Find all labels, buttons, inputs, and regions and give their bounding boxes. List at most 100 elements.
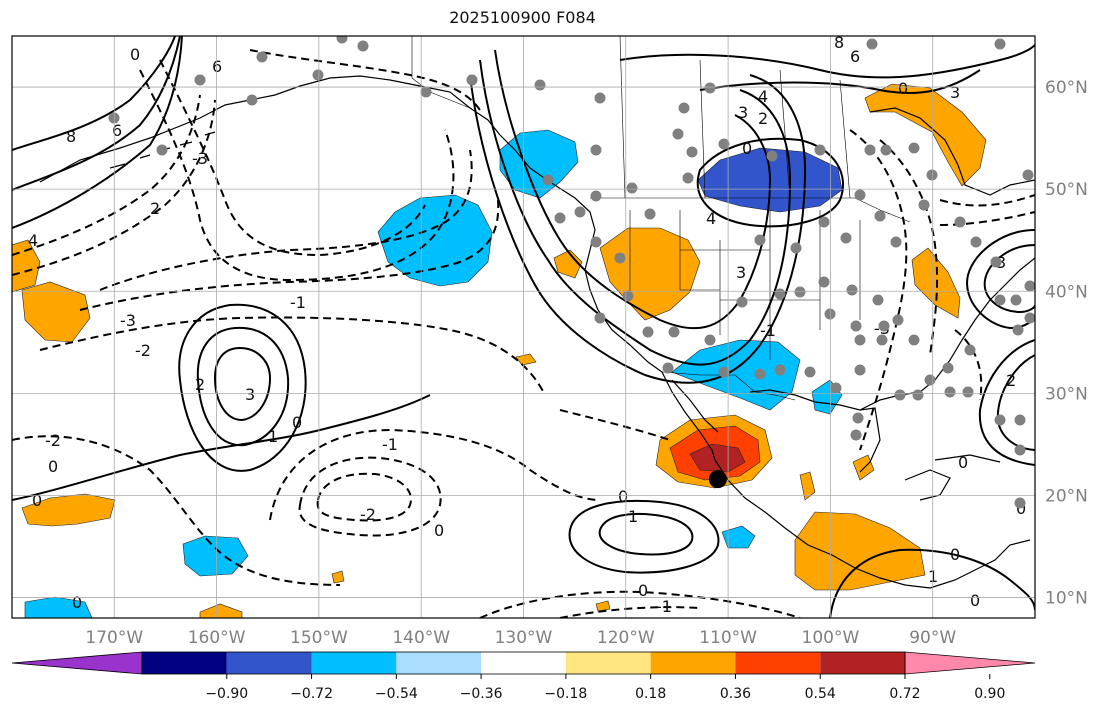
station-dot	[626, 182, 638, 194]
station-dot	[754, 368, 766, 380]
lon-tick-label: 110°W	[699, 628, 757, 648]
station-dot	[420, 86, 432, 98]
coastline-alaska-aleutians	[39, 75, 501, 183]
contour-neg-alaska	[249, 49, 481, 111]
contour-label: -1	[656, 597, 672, 616]
station-dots	[108, 36, 1035, 509]
coastlines	[39, 75, 1035, 589]
colorbar-segment	[481, 652, 566, 674]
station-dot	[814, 144, 826, 156]
contour-neg-west-edge-2	[12, 99, 216, 276]
station-dot	[924, 374, 936, 386]
contour-neg-east-coast-3	[954, 329, 983, 401]
station-dot	[942, 362, 954, 374]
station-dot	[590, 144, 602, 156]
contour-label: 0	[970, 591, 980, 610]
station-dot	[854, 189, 866, 201]
lat-tick-label: 50°N	[1045, 180, 1088, 200]
station-dot	[534, 79, 546, 91]
station-dot	[256, 51, 268, 63]
contour-label: -2	[135, 341, 151, 360]
coastline-mexico-pacific	[714, 459, 931, 589]
contour-label: 0	[898, 79, 908, 98]
contour-label: 6	[112, 121, 122, 140]
colorbar-extend-max	[904, 651, 1036, 675]
station-dot	[1022, 169, 1034, 181]
contour-label: 0	[434, 521, 444, 540]
colorbar-segment	[735, 652, 821, 674]
longitude-labels: 170°W 160°W 150°W 140°W 130°W 120°W 110°W 100°W…	[85, 628, 956, 648]
station-dot	[994, 38, 1006, 50]
station-dot	[852, 412, 864, 424]
contour-neg-west-edge	[12, 94, 201, 256]
station-dot	[336, 36, 348, 44]
coastline-hudson-bay	[869, 107, 1035, 196]
station-dot	[1014, 444, 1026, 456]
station-dot	[686, 146, 698, 158]
station-dot	[874, 210, 886, 222]
colorbar-tick-label: −0.54	[375, 686, 418, 702]
anomaly-shading	[12, 83, 987, 618]
colorbar-tick-label: −0.72	[290, 686, 333, 702]
station-dot	[854, 334, 866, 346]
contour-pos-north	[619, 44, 1035, 79]
station-dot	[926, 169, 938, 181]
shade-pos-gulf-coast	[852, 454, 875, 481]
contour-label: -1	[760, 321, 776, 340]
station-dot	[590, 190, 602, 202]
map-content: 6 8 6 -3 2 4 -1 -3 -2 2 3 1 0 -2 0 0 -1 …	[12, 36, 1035, 618]
colorbar-tick-label: 0.72	[889, 686, 920, 702]
contour-pos-ridge-west-coast-3	[494, 49, 772, 330]
station-dot	[542, 174, 554, 186]
station-dot	[736, 296, 748, 308]
contour-pos-zero-mid	[12, 394, 431, 501]
contour-neg-subtropic-2	[316, 472, 412, 522]
station-dot	[614, 252, 626, 264]
colorbar-tick-label: −0.18	[544, 686, 587, 702]
contour-label: 4	[28, 231, 38, 250]
lat-tick-label: 10°N	[1045, 589, 1088, 609]
lon-tick-label: 120°W	[597, 628, 655, 648]
station-dot	[962, 386, 974, 398]
lon-tick-label: 150°W	[290, 628, 348, 648]
lon-tick-label: 130°W	[495, 628, 553, 648]
colorbar-tick-labels: −0.90 −0.72 −0.54 −0.36 −0.18 0.18 0.36 0.54 0.7…	[205, 674, 1005, 702]
station-dot	[846, 284, 858, 296]
station-dot	[918, 199, 930, 211]
colorbar-tick-label: −0.90	[205, 686, 248, 702]
colorbar	[11, 651, 1036, 675]
station-dot	[678, 102, 690, 114]
station-dot	[954, 216, 966, 228]
station-dot	[818, 216, 830, 228]
contour-neg-northeast-2	[879, 139, 939, 356]
coastline-central-america	[929, 539, 1031, 589]
station-dot	[850, 320, 862, 332]
shade-pos-small-pacific	[331, 570, 345, 584]
contour-label: 0	[292, 413, 302, 432]
station-dot	[766, 150, 778, 162]
lon-tick-label: 90°W	[909, 628, 956, 648]
contour-label: 1	[628, 507, 638, 526]
lon-tick-label: 140°W	[392, 628, 450, 648]
shade-pos-bottom	[199, 603, 243, 618]
colorbar-segment	[565, 652, 651, 674]
station-dot	[594, 312, 606, 324]
contour-pos-subtropical-low-2	[196, 326, 290, 447]
storm-center-marker	[708, 470, 727, 489]
station-dot	[880, 144, 892, 156]
contour-label: 3	[738, 103, 748, 122]
station-dot	[718, 366, 730, 378]
station-dot	[590, 236, 602, 248]
contour-label: 3	[736, 263, 746, 282]
contour-label: 3	[950, 83, 960, 102]
gridlines	[12, 36, 1035, 618]
contour-label: 2	[150, 199, 160, 218]
colorbar-segment	[226, 652, 312, 674]
station-dot	[830, 382, 842, 394]
station-dot	[622, 290, 634, 302]
contour-neg-east-coast	[939, 194, 1035, 207]
station-dot	[156, 144, 168, 156]
border-alaska-canada	[411, 36, 471, 109]
colorbar-segment	[142, 652, 227, 674]
